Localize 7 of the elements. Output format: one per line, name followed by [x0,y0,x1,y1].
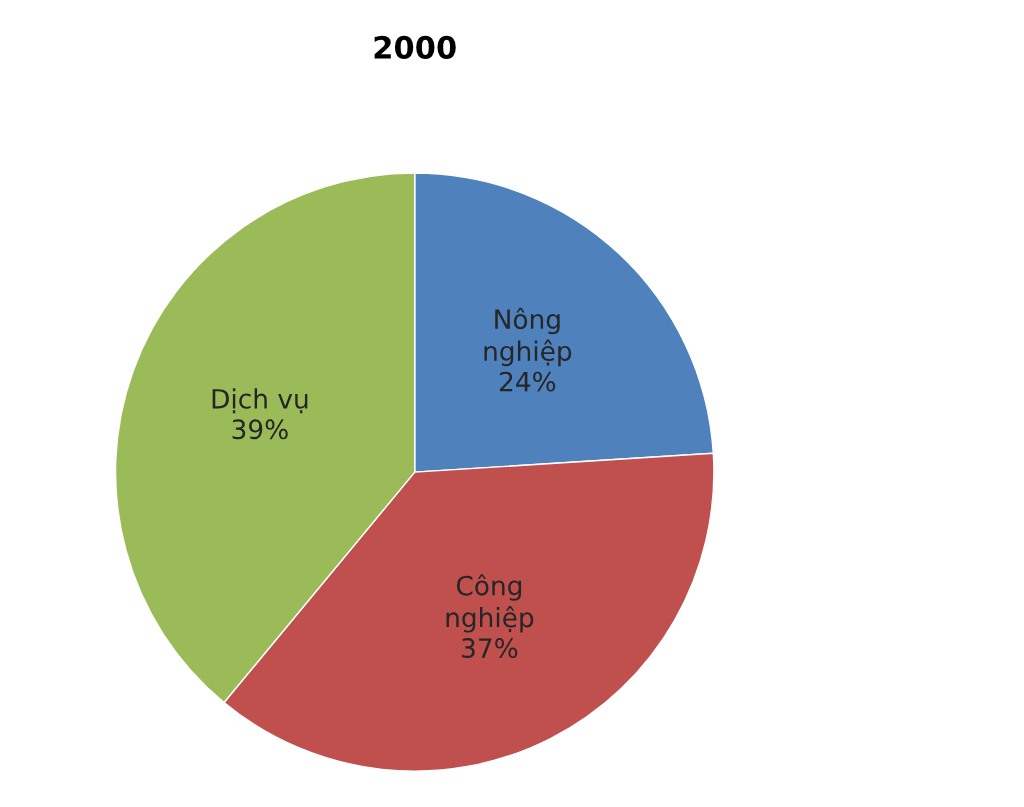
chart-title: 2000 [374,35,456,59]
slice-label: Công nghiệp [446,574,534,633]
data-label: 37% [462,638,518,659]
data-label: 24% [499,371,556,392]
slice-label: Dịch vụ [212,388,308,414]
slice-label: Nông nghiệp [484,307,572,367]
data-label: 39% [232,419,288,440]
